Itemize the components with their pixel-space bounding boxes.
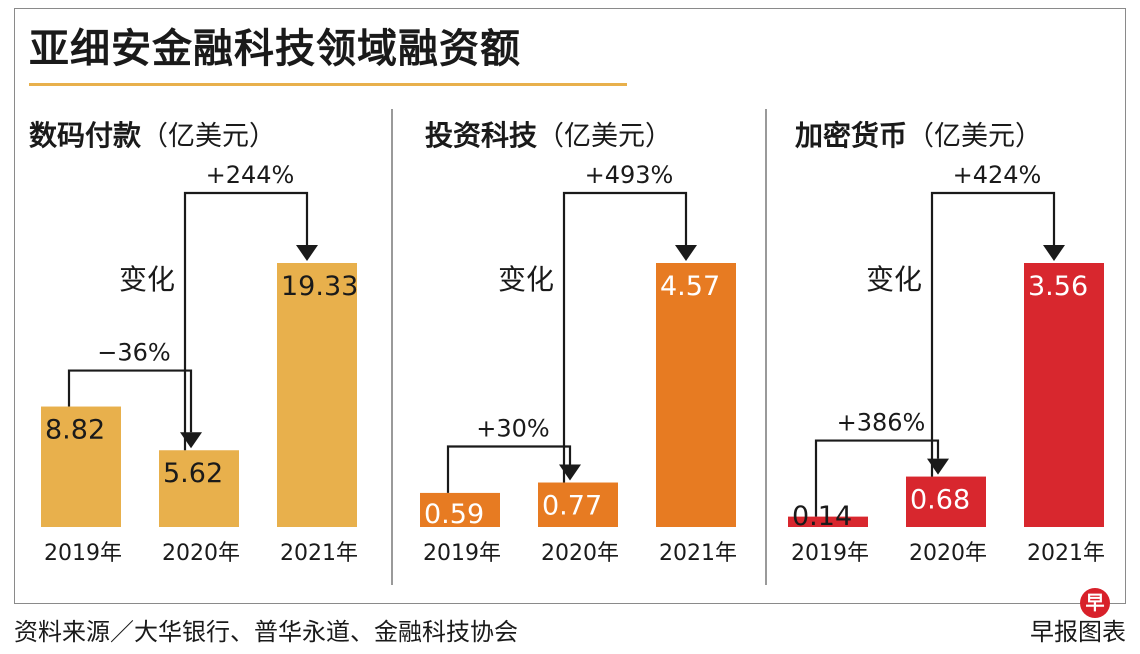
bar xyxy=(906,476,986,527)
change-arrow-head xyxy=(559,464,581,481)
change-caption: 变化 xyxy=(119,263,175,296)
change-arrow-head xyxy=(675,245,697,261)
panel-unit: （亿美元） xyxy=(537,121,673,152)
panel-divider xyxy=(765,109,767,585)
bar-value-label: 0.14 xyxy=(792,501,852,532)
change-caption: 变化 xyxy=(498,263,554,296)
change-arrow-head xyxy=(927,458,949,475)
panel-title-digital-payments: 数码付款（亿美元） xyxy=(29,117,276,156)
change-percent-label: +424% xyxy=(953,161,1042,189)
year-tick-label: 2021年 xyxy=(1027,541,1105,566)
panel-title-crypto: 加密货币（亿美元） xyxy=(795,117,1042,156)
bar xyxy=(788,516,868,527)
bar-value-label: 0.68 xyxy=(910,485,970,516)
bar-charts: 8.82 2019年 5.62 2020年 19.33 2021年 −36% +244% 变化 0… xyxy=(41,161,1105,566)
year-tick-label: 2021年 xyxy=(659,541,737,566)
change-bracket xyxy=(67,369,193,433)
year-tick-label: 2019年 xyxy=(423,541,501,566)
zaobao-logo: 早 xyxy=(1080,588,1110,618)
panel-divider xyxy=(391,109,393,585)
main-title: 亚细安金融科技领域融资额 xyxy=(29,26,521,72)
chart-frame: 亚细安金融科技领域融资额 数码付款（亿美元） 投资科技（亿美元） 加密货币（亿美… xyxy=(14,8,1126,604)
title-underline xyxy=(29,83,627,86)
bar-value-label: 0.59 xyxy=(424,499,484,530)
year-tick-label: 2020年 xyxy=(162,541,240,566)
change-percent-label: +244% xyxy=(206,161,295,189)
panel-unit: （亿美元） xyxy=(907,121,1043,152)
change-arrow-head xyxy=(296,245,318,261)
bar xyxy=(277,263,357,527)
change-percent-label: +493% xyxy=(585,161,674,189)
panel-title-wealthtech: 投资科技（亿美元） xyxy=(425,117,672,156)
change-percent-label: +30% xyxy=(476,415,549,443)
change-bracket xyxy=(183,191,309,451)
change-caption: 变化 xyxy=(866,263,922,296)
bar xyxy=(656,263,736,527)
bar-value-label: 0.77 xyxy=(542,491,602,522)
chart-credit: 早报图表 xyxy=(1030,618,1126,646)
bar xyxy=(41,406,121,527)
year-tick-label: 2020年 xyxy=(909,541,987,566)
year-tick-label: 2020年 xyxy=(541,541,619,566)
panel-title-text: 加密货币 xyxy=(795,119,908,152)
bar xyxy=(538,482,618,527)
panel-unit: （亿美元） xyxy=(141,121,277,152)
bar-value-label: 4.57 xyxy=(660,271,720,302)
year-tick-label: 2021年 xyxy=(280,541,358,566)
panel-title-text: 数码付款 xyxy=(29,119,142,152)
change-bracket xyxy=(446,445,572,493)
year-tick-label: 2019年 xyxy=(44,541,122,566)
change-bracket xyxy=(930,191,1056,477)
bar-value-label: 5.62 xyxy=(163,458,223,489)
change-arrow-head xyxy=(180,432,202,449)
bar xyxy=(420,492,500,527)
change-arrow-head xyxy=(1043,245,1065,261)
panel-title-text: 投资科技 xyxy=(425,119,538,152)
bar-value-label: 19.33 xyxy=(281,271,358,302)
bar-value-label: 3.56 xyxy=(1028,271,1088,302)
bar-value-label: 8.82 xyxy=(45,415,105,446)
bar xyxy=(159,450,239,527)
change-percent-label: −36% xyxy=(97,339,170,367)
bar xyxy=(1024,263,1104,527)
change-bracket xyxy=(814,439,940,517)
source-note: 资料来源／大华银行、普华永道、金融科技协会 xyxy=(14,618,518,646)
year-tick-label: 2019年 xyxy=(791,541,869,566)
change-bracket xyxy=(562,191,688,483)
change-percent-label: +386% xyxy=(837,409,926,437)
